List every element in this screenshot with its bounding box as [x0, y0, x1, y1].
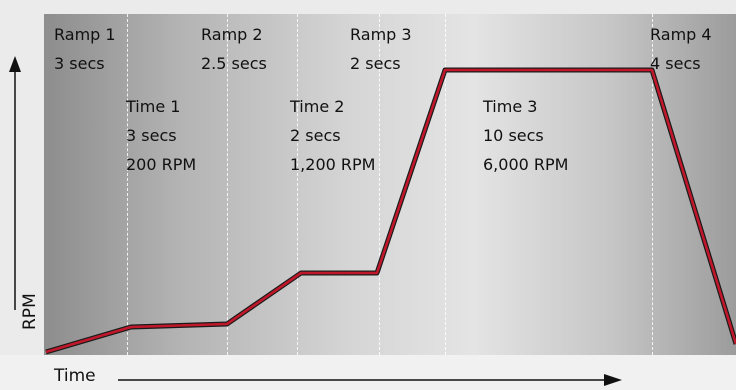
ramp-name: Ramp 2	[201, 25, 263, 44]
time-2-label: Time 2 2 secs 1,200 RPM	[290, 92, 375, 179]
hold-duration: 2 secs	[290, 126, 341, 145]
time-3-label: Time 3 10 secs 6,000 RPM	[483, 92, 568, 179]
ramp-2-label: Ramp 2 2.5 secs	[201, 20, 267, 78]
time-axis-label: Time	[54, 366, 96, 386]
ramp-duration: 3 secs	[54, 54, 105, 73]
hold-speed: 1,200 RPM	[290, 155, 376, 174]
ramp-4-label: Ramp 4 4 secs	[650, 20, 712, 78]
ramp-name: Ramp 1	[54, 25, 116, 44]
ramp-name: Ramp 3	[350, 25, 412, 44]
ramp-duration: 4 secs	[650, 54, 701, 73]
divider-line	[127, 14, 128, 355]
divider-line	[445, 14, 446, 355]
time-1-label: Time 1 3 secs 200 RPM	[126, 92, 196, 179]
ramp-1-label: Ramp 1 3 secs	[54, 20, 116, 78]
ramp-duration: 2 secs	[350, 54, 401, 73]
hold-speed: 6,000 RPM	[483, 155, 569, 174]
hold-duration: 10 secs	[483, 126, 544, 145]
ramp-name: Ramp 4	[650, 25, 712, 44]
ramp-3-label: Ramp 3 2 secs	[350, 20, 412, 78]
hold-name: Time 1	[126, 97, 181, 116]
ramp-duration: 2.5 secs	[201, 54, 267, 73]
hold-name: Time 3	[483, 97, 538, 116]
hold-speed: 200 RPM	[126, 155, 197, 174]
rpm-axis-label: RPM	[20, 293, 40, 330]
hold-duration: 3 secs	[126, 126, 177, 145]
hold-name: Time 2	[290, 97, 345, 116]
divider-line	[297, 14, 298, 355]
